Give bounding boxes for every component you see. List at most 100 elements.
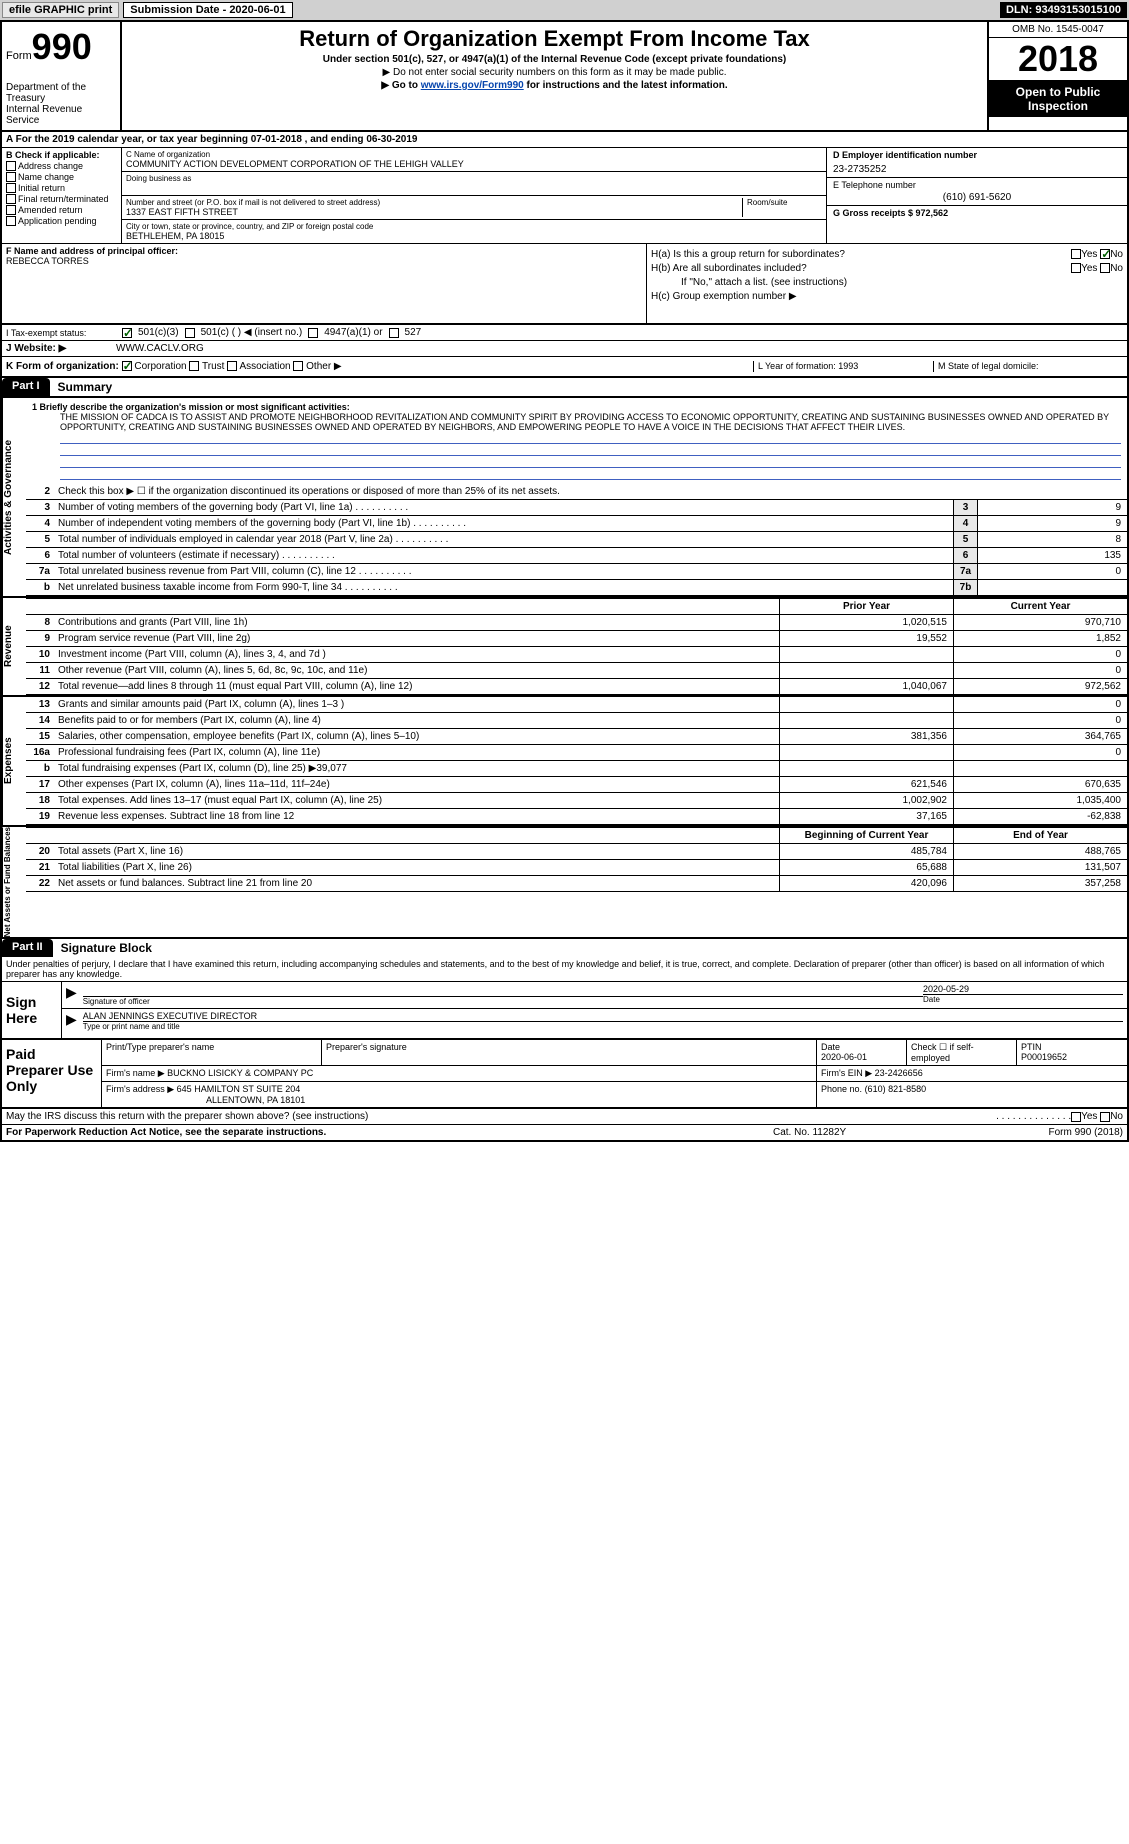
checkbox-initial-return[interactable]: [6, 183, 16, 193]
fin-line-22: 22Net assets or fund balances. Subtract …: [26, 876, 1127, 892]
block-bcde: B Check if applicable: Address change Na…: [2, 148, 1127, 244]
sign-date: 2020-05-29: [923, 984, 1123, 994]
fin-line-21: 21Total liabilities (Part X, line 26)65,…: [26, 860, 1127, 876]
mission-text: THE MISSION OF CADCA IS TO ASSIST AND PR…: [60, 412, 1121, 432]
fin-line-18: 18Total expenses. Add lines 13–17 (must …: [26, 793, 1127, 809]
summary-line-5: 5Total number of individuals employed in…: [26, 532, 1127, 548]
checkbox-hb-yes[interactable]: [1071, 263, 1081, 273]
checkbox-address-change[interactable]: [6, 161, 16, 171]
sign-here-label: Sign Here: [2, 982, 62, 1038]
checkbox-hb-no[interactable]: [1100, 263, 1110, 273]
checkbox-501c[interactable]: [185, 328, 195, 338]
irs-discuss-row: May the IRS discuss this return with the…: [2, 1109, 1127, 1125]
declaration-text: Under penalties of perjury, I declare th…: [2, 957, 1127, 982]
paid-preparer-label: Paid Preparer Use Only: [2, 1040, 102, 1107]
tax-year: 2018: [989, 38, 1127, 81]
summary-line-4: 4Number of independent voting members of…: [26, 516, 1127, 532]
signature-arrow-icon-2: ▶: [66, 1011, 77, 1031]
header-right: OMB No. 1545-0047 2018 Open to Public In…: [987, 22, 1127, 130]
fin-line-17: 17Other expenses (Part IX, column (A), l…: [26, 777, 1127, 793]
form-title: Return of Organization Exempt From Incom…: [126, 26, 983, 52]
box-b-title: B Check if applicable:: [6, 150, 117, 160]
checkbox-501c3[interactable]: [122, 328, 132, 338]
phone-label: E Telephone number: [833, 180, 1121, 190]
fin-line-10: 10Investment income (Part VIII, column (…: [26, 647, 1127, 663]
page-footer: For Paperwork Reduction Act Notice, see …: [2, 1125, 1127, 1140]
checkbox-other[interactable]: [293, 361, 303, 371]
fin-line-15: 15Salaries, other compensation, employee…: [26, 729, 1127, 745]
checkbox-ha-yes[interactable]: [1071, 249, 1081, 259]
irs-link[interactable]: www.irs.gov/Form990: [421, 80, 524, 91]
preparer-sig-header: Preparer's signature: [322, 1040, 817, 1065]
revenue-section: Revenue Prior Year Current Year 8Contrib…: [2, 598, 1127, 695]
street-address: 1337 EAST FIFTH STREET: [126, 207, 742, 217]
signature-label: Signature of officer: [83, 996, 923, 1006]
summary-line-b: bNet unrelated business taxable income f…: [26, 580, 1127, 596]
tax-status-label: I Tax-exempt status:: [6, 328, 116, 338]
fin-line-9: 9Program service revenue (Part VIII, lin…: [26, 631, 1127, 647]
checkbox-discuss-yes[interactable]: [1071, 1112, 1081, 1122]
box-h: H(a) Is this a group return for subordin…: [647, 244, 1127, 323]
summary-line-6: 6Total number of volunteers (estimate if…: [26, 548, 1127, 564]
vtab-expenses: Expenses: [2, 697, 26, 825]
expenses-section: Expenses 13Grants and similar amounts pa…: [2, 697, 1127, 825]
city-label: City or town, state or province, country…: [126, 222, 822, 231]
checkbox-application-pending[interactable]: [6, 216, 16, 226]
checkbox-ha-no[interactable]: [1100, 249, 1110, 259]
box-b: B Check if applicable: Address change Na…: [2, 148, 122, 243]
dln: DLN: 93493153015100: [1000, 2, 1127, 18]
summary-line-7a: 7aTotal unrelated business revenue from …: [26, 564, 1127, 580]
checkbox-final-return[interactable]: [6, 194, 16, 204]
end-year-header: End of Year: [953, 828, 1127, 843]
part-2-header: Part II Signature Block: [2, 939, 1127, 957]
fin-line-8: 8Contributions and grants (Part VIII, li…: [26, 615, 1127, 631]
form-990: Form990 Department of the Treasury Inter…: [0, 20, 1129, 1142]
state-domicile: M State of legal domicile:: [933, 361, 1123, 372]
checkbox-association[interactable]: [227, 361, 237, 371]
self-employed-check: Check ☐ if self-employed: [907, 1040, 1017, 1065]
fin-line-13: 13Grants and similar amounts paid (Part …: [26, 697, 1127, 713]
prior-year-header: Prior Year: [779, 599, 953, 614]
dept-irs: Internal Revenue Service: [6, 104, 116, 126]
phone-value: (610) 691-5620: [833, 192, 1121, 203]
dept-treasury: Department of the Treasury: [6, 82, 116, 104]
current-year-header: Current Year: [953, 599, 1127, 614]
form-note-1: ▶ Do not enter social security numbers o…: [126, 67, 983, 78]
efile-button[interactable]: efile GRAPHIC print: [2, 2, 119, 18]
dba-label: Doing business as: [126, 174, 822, 183]
checkbox-527[interactable]: [389, 328, 399, 338]
name-label: Type or print name and title: [83, 1021, 1123, 1031]
checkbox-amended[interactable]: [6, 205, 16, 215]
summary-line-2: 2Check this box ▶ ☐ if the organization …: [26, 484, 1127, 500]
addr-label: Number and street (or P.O. box if mail i…: [126, 198, 742, 207]
top-bar: efile GRAPHIC print Submission Date - 20…: [0, 0, 1129, 20]
fin-line-11: 11Other revenue (Part VIII, column (A), …: [26, 663, 1127, 679]
line-a: A For the 2019 calendar year, or tax yea…: [2, 132, 1127, 148]
header-left: Form990 Department of the Treasury Inter…: [2, 22, 122, 130]
checkbox-trust[interactable]: [189, 361, 199, 371]
summary-section: Activities & Governance 1 Briefly descri…: [2, 398, 1127, 596]
checkbox-name-change[interactable]: [6, 172, 16, 182]
checkbox-4947[interactable]: [308, 328, 318, 338]
summary-line-3: 3Number of voting members of the governi…: [26, 500, 1127, 516]
fin-line-20: 20Total assets (Part X, line 16)485,7844…: [26, 844, 1127, 860]
ein-label: D Employer identification number: [833, 150, 1121, 160]
revenue-header: Prior Year Current Year: [26, 598, 1127, 615]
firm-ein: 23-2426656: [875, 1068, 923, 1078]
checkbox-discuss-no[interactable]: [1100, 1112, 1110, 1122]
officer-printed-name: ALAN JENNINGS EXECUTIVE DIRECTOR: [83, 1011, 1123, 1021]
net-assets-section: Net Assets or Fund Balances Beginning of…: [2, 827, 1127, 937]
form-note-2: ▶ Go to www.irs.gov/Form990 for instruct…: [126, 80, 983, 91]
form-number: 990: [32, 26, 92, 67]
block-fgh: F Name and address of principal officer:…: [2, 244, 1127, 324]
form-label: Form: [6, 50, 32, 62]
box-f: F Name and address of principal officer:…: [2, 244, 647, 323]
preparer-name-header: Print/Type preparer's name: [102, 1040, 322, 1065]
fin-line-12: 12Total revenue—add lines 8 through 11 (…: [26, 679, 1127, 695]
hc-label: H(c) Group exemption number ▶: [651, 291, 1123, 302]
ein-value: 23-2735252: [833, 164, 1121, 175]
checkbox-corporation[interactable]: [122, 361, 132, 371]
beginning-year-header: Beginning of Current Year: [779, 828, 953, 843]
city-state-zip: BETHLEHEM, PA 18015: [126, 231, 822, 241]
fin-line-16a: 16aProfessional fundraising fees (Part I…: [26, 745, 1127, 761]
